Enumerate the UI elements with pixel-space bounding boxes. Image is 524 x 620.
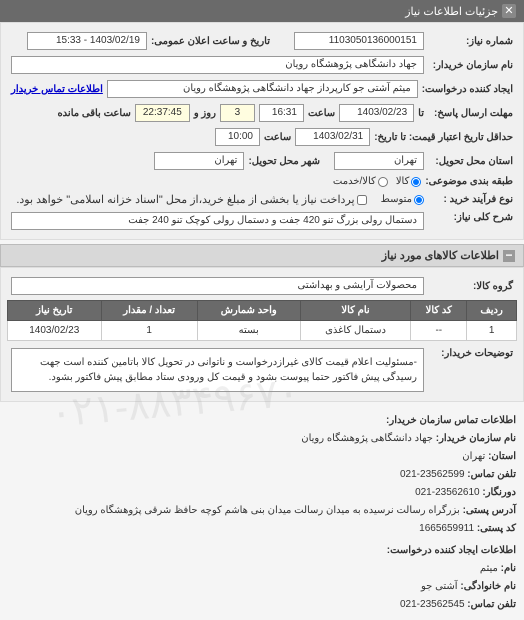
creator-name-row: نام: میثم	[8, 560, 516, 578]
address-label: آدرس پستی:	[463, 505, 516, 516]
purchase-note: پرداخت نیاز یا بخشی از مبلغ خرید،از محل …	[16, 193, 354, 206]
days-label: روز و	[194, 108, 216, 119]
price-until-label: حداقل تاریخ اعتبار قیمت: تا تاریخ:	[374, 132, 513, 143]
radio-item-medium[interactable]: متوسط	[381, 194, 424, 205]
cell-qty: 1	[101, 321, 197, 341]
lastname-label: نام خانوادگی:	[460, 581, 516, 592]
province-value: تهران	[462, 451, 485, 462]
contact-section-title: اطلاعات تماس سازمان خریدار:	[8, 412, 516, 430]
buyer-name-label: نام سازمان خریدار:	[428, 60, 513, 71]
name-label: نام:	[501, 563, 516, 574]
col-qty: تعداد / مقدار	[101, 301, 197, 321]
org-label: نام سازمان خریدار:	[436, 433, 516, 444]
delivery-city-field: تهران	[154, 152, 244, 170]
fax-label: دورنگار:	[482, 487, 516, 498]
deadline-date-field: 1403/02/23	[339, 104, 414, 122]
deadline-time-field: 16:31	[259, 104, 304, 122]
medium-radio[interactable]	[414, 195, 424, 205]
requester-label: ایجاد کننده درخواست:	[422, 84, 513, 95]
treasury-checkbox[interactable]	[357, 195, 367, 205]
cell-name: دستمال کاغذی	[300, 321, 411, 341]
delivery-state-field: تهران	[334, 152, 424, 170]
cell-row: 1	[467, 321, 517, 341]
treasury-check-item[interactable]: پرداخت نیاز یا بخشی از مبلغ خرید،از محل …	[16, 193, 366, 206]
radio-item-service[interactable]: کالا/خدمت	[333, 176, 388, 187]
collapse-icon[interactable]: −	[503, 250, 515, 262]
goods-table: ردیف کد کالا نام کالا واحد شمارش تعداد /…	[7, 300, 517, 341]
description-label: شرح کلی نیاز:	[428, 212, 513, 223]
col-row: ردیف	[467, 301, 517, 321]
purchase-type-group: متوسط	[381, 194, 424, 205]
creator-phone-label: تلفن تماس:	[467, 599, 516, 610]
request-number-field: 1103050136000151	[294, 32, 424, 50]
buyer-name-field: جهاد دانشگاهی پژوهشگاه رویان	[11, 56, 424, 74]
phone-label: تلفن تماس:	[467, 469, 516, 480]
notes-field: -مسئولیت اعلام قیمت کالای غیرازدرخواست و…	[11, 348, 424, 392]
delivery-city-label: شهر محل تحویل:	[248, 156, 320, 167]
goods-section-title: اطلاعات کالاهای مورد نیاز	[382, 249, 499, 262]
time-label-2: ساعت	[264, 132, 291, 143]
purchase-type-label: نوع فرآیند خرید :	[428, 194, 513, 205]
announce-label: تاریخ و ساعت اعلان عمومی:	[151, 36, 270, 47]
goods-radio[interactable]	[411, 177, 421, 187]
cell-code: --	[411, 321, 467, 341]
contact-address-row: آدرس پستی: بزرگراه رسالت نرسیده به میدان…	[8, 502, 516, 520]
contact-link[interactable]: اطلاعات تماس خریدار	[11, 84, 103, 95]
medium-radio-label: متوسط	[381, 194, 412, 205]
notes-label: توضیحات خریدار:	[428, 348, 513, 359]
radio-item-goods[interactable]: کالا	[396, 176, 422, 187]
announce-field: 1403/02/19 - 15:33	[27, 32, 147, 50]
org-value: جهاد دانشگاهی پژوهشگاه رویان	[301, 433, 433, 444]
group-label: گروه کالا:	[428, 281, 513, 292]
goods-section-header: − اطلاعات کالاهای مورد نیاز	[0, 244, 524, 267]
col-date: تاریخ نیاز	[8, 301, 102, 321]
remaining-days-field: 3	[220, 104, 255, 122]
contact-phone-row: تلفن تماس: 23562599-021	[8, 466, 516, 484]
creator-section-title: اطلاعات ایجاد کننده درخواست:	[8, 542, 516, 560]
lastname-value: آشتی جو	[421, 581, 458, 592]
postal-label: کد پستی:	[477, 523, 516, 534]
contact-postal-row: کد پستی: 1665659911	[8, 520, 516, 538]
creator-lastname-row: نام خانوادگی: آشتی جو	[8, 578, 516, 596]
deadline-label: مهلت ارسال پاسخ:	[428, 108, 513, 119]
contact-org-row: نام سازمان خریدار: جهاد دانشگاهی پژوهشگا…	[8, 430, 516, 448]
category-radio-group: کالا کالا/خدمت	[333, 176, 421, 187]
service-radio-label: کالا/خدمت	[333, 176, 376, 187]
until-label: تا	[418, 108, 424, 119]
remaining-time-field: 22:37:45	[135, 104, 190, 122]
service-radio[interactable]	[378, 177, 388, 187]
contact-fax-row: دورنگار: 23562610-021	[8, 484, 516, 502]
province-label: استان:	[488, 451, 516, 462]
cell-unit: بسته	[197, 321, 300, 341]
group-field: محصولات آرایشی و بهداشتی	[11, 277, 424, 295]
name-value: میثم	[480, 563, 498, 574]
contact-province-row: استان: تهران	[8, 448, 516, 466]
goods-radio-label: کالا	[396, 176, 410, 187]
request-number-label: شماره نیاز:	[428, 36, 513, 47]
price-time-field: 10:00	[215, 128, 260, 146]
price-date-field: 1403/02/31	[295, 128, 370, 146]
col-name: نام کالا	[300, 301, 411, 321]
time-label-1: ساعت	[308, 108, 335, 119]
col-code: کد کالا	[411, 301, 467, 321]
creator-phone-value: 23562545-021	[400, 599, 465, 610]
close-icon[interactable]: ✕	[502, 4, 516, 18]
address-value: بزرگراه رسالت نرسیده به میدان رسالت میدا…	[75, 505, 460, 516]
category-label: طبقه بندی موضوعی:	[425, 176, 513, 187]
cell-date: 1403/02/23	[8, 321, 102, 341]
page-title: جزئیات اطلاعات نیاز	[405, 5, 498, 18]
requester-field: میثم آشتی جو کارپرداز جهاد دانشگاهی پژوه…	[107, 80, 418, 98]
description-field: دستمال رولی بزرگ تنو 420 جفت و دستمال رو…	[11, 212, 424, 230]
table-row: 1 -- دستمال کاغذی بسته 1 1403/02/23	[8, 321, 517, 341]
postal-value: 1665659911	[419, 523, 474, 534]
phone-value: 23562599-021	[400, 469, 465, 480]
fax-value: 23562610-021	[415, 487, 480, 498]
creator-phone-row: تلفن تماس: 23562545-021	[8, 596, 516, 614]
page-header: ✕ جزئیات اطلاعات نیاز	[0, 0, 524, 22]
remaining-label: ساعت باقی مانده	[57, 108, 130, 119]
delivery-state-label: استان محل تحویل:	[428, 156, 513, 167]
col-unit: واحد شمارش	[197, 301, 300, 321]
